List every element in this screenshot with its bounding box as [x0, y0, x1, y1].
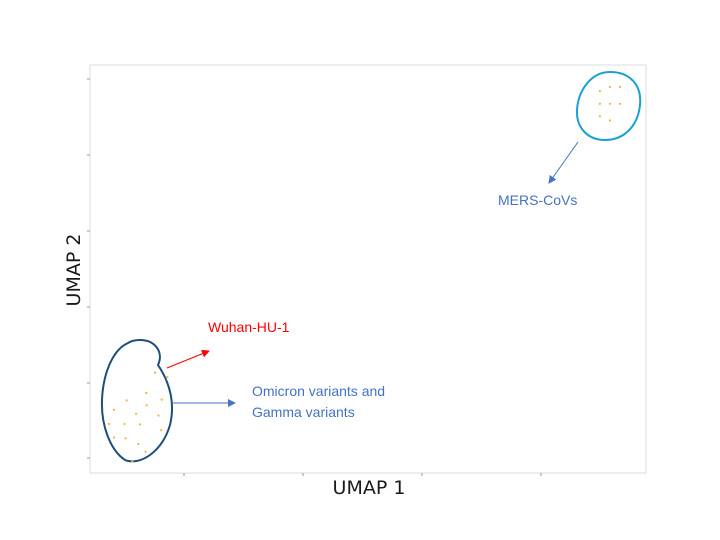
scatter-point	[145, 391, 148, 395]
scatter-point	[107, 422, 110, 426]
scatter-point	[145, 404, 148, 407]
x-axis-title: UMAP 1	[333, 477, 406, 499]
scatter-point	[618, 102, 622, 105]
scatter-point	[618, 85, 622, 89]
scatter-point	[598, 115, 602, 118]
scatter-point	[112, 408, 115, 411]
scatter-point	[160, 429, 163, 432]
scatter-point	[112, 436, 115, 439]
scatter-point	[598, 90, 602, 93]
scatter-point	[608, 85, 612, 89]
scatter-point	[124, 437, 127, 440]
scatter-point	[157, 414, 160, 417]
y-ticks	[87, 78, 90, 459]
scatter-point	[123, 422, 126, 426]
scatter-point	[131, 460, 134, 463]
arrow-mers	[548, 141, 579, 184]
annotation-omicron-line2: Gamma variants	[252, 404, 355, 420]
scatter-point	[166, 376, 169, 379]
y-axis-title: UMAP 2	[63, 234, 85, 307]
scatter-points	[107, 85, 622, 463]
scatter-point	[160, 398, 163, 401]
annotation-wuhan: Wuhan-HU-1	[208, 319, 290, 335]
cluster-outline-left	[100, 338, 174, 463]
plot-frame	[89, 64, 647, 474]
scatter-point	[138, 423, 142, 426]
annotation-omicron-line1: Omicron variants and	[252, 383, 385, 399]
annotation-mers: MERS-CoVs	[498, 192, 577, 208]
scatter-point	[137, 442, 140, 446]
scatter-point	[125, 399, 128, 402]
arrow-wuhan	[166, 349, 210, 369]
scatter-point	[608, 119, 612, 122]
scatter-point	[144, 450, 147, 453]
scatter-point	[154, 371, 157, 374]
cluster-outline-right	[575, 70, 642, 142]
x-ticks	[183, 473, 542, 476]
scatter-point	[608, 102, 612, 105]
scatter-point	[135, 412, 138, 415]
scatter-point	[598, 102, 602, 105]
